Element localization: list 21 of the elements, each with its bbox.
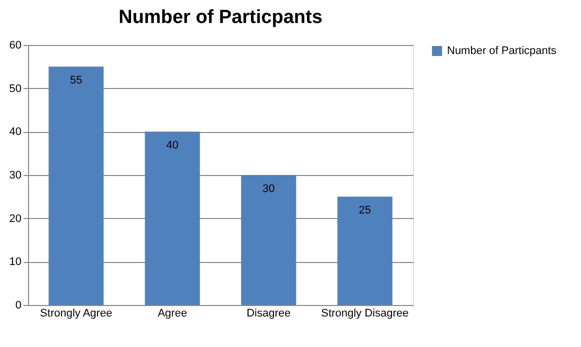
bar	[241, 175, 296, 305]
x-tick-label: Agree	[158, 308, 188, 320]
data-label: 40	[166, 140, 178, 152]
x-tick-label: Disagree	[246, 308, 291, 320]
x-tick-label: Strongly Disagree	[321, 308, 409, 320]
y-tick-label: 30	[9, 170, 22, 182]
y-tick-label: 10	[9, 256, 22, 268]
y-tick-label: 0	[15, 300, 22, 312]
data-label: 55	[70, 74, 82, 87]
bar	[337, 196, 392, 305]
chart-title: Number of Particpants	[118, 7, 322, 28]
y-tick-label: 50	[9, 82, 22, 95]
y-tick-label: 20	[9, 212, 22, 225]
data-label: 25	[358, 204, 371, 217]
y-tick-label: 40	[9, 126, 22, 138]
bar	[48, 66, 104, 305]
x-tick-label: Strongly Agree	[40, 308, 112, 320]
data-label: 30	[262, 183, 275, 195]
legend-label: Number of Particpants	[447, 45, 557, 57]
y-tick-label: 60	[9, 40, 22, 52]
bar	[144, 132, 200, 305]
